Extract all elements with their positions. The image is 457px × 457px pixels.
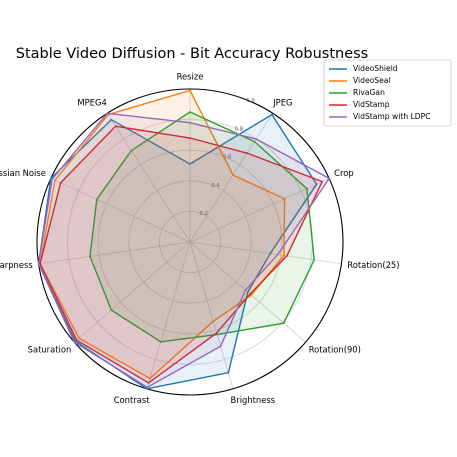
series-point — [106, 112, 109, 115]
series-point — [54, 179, 56, 182]
chart-title: Stable Video Diffusion - Bit Accuracy Ro… — [16, 46, 368, 62]
series-point — [227, 371, 230, 374]
series-point — [189, 89, 191, 92]
grid-circle — [128, 180, 252, 304]
series-point — [212, 320, 215, 323]
series-point — [189, 163, 191, 165]
series-point — [146, 387, 148, 390]
series-point — [39, 262, 41, 265]
series-point — [147, 382, 150, 384]
series-point — [110, 309, 113, 311]
radial-tick-label: 0.2 — [199, 211, 208, 217]
legend-entry: VideoShield — [353, 64, 398, 73]
grid-spoke — [189, 113, 274, 243]
series-point — [159, 340, 162, 343]
category-label: Gaussian Noise — [0, 168, 46, 178]
series-point — [313, 259, 316, 261]
series-point — [306, 187, 308, 190]
series-point — [232, 174, 234, 177]
grid-spoke — [50, 178, 191, 243]
legend-box — [323, 59, 452, 127]
series-point — [149, 377, 151, 380]
grid-spoke — [38, 241, 191, 265]
series-polygon — [37, 112, 331, 389]
legend-entry: VideoSeal — [353, 76, 391, 85]
legend-entry: RivaGan — [353, 88, 385, 97]
series-point — [107, 113, 109, 116]
series-point — [255, 138, 258, 140]
series-point — [75, 339, 78, 342]
series-polygon — [39, 125, 324, 384]
series-point — [282, 322, 285, 325]
series-point — [37, 262, 40, 265]
category-label: Crop — [334, 168, 354, 178]
category-label: Resize — [177, 72, 204, 82]
series-point — [315, 183, 318, 186]
grid-spoke — [189, 178, 330, 243]
category-label: Sharpness — [0, 260, 33, 270]
series-point — [283, 254, 285, 257]
series-point — [110, 118, 113, 121]
series-point — [219, 345, 222, 348]
grid-circle — [97, 149, 283, 335]
legend-entry: VidStamp with LDPC — [353, 112, 431, 121]
series-point — [49, 177, 52, 180]
category-label: Saturation — [28, 345, 72, 355]
series-polygon — [89, 111, 315, 343]
grid-spoke — [189, 241, 342, 265]
series-point — [59, 182, 62, 184]
series-point — [246, 152, 249, 155]
category-label: Rotation(90) — [309, 345, 361, 355]
category-label: Contrast — [114, 395, 151, 405]
grid-spoke — [146, 241, 191, 389]
series-polygon — [39, 89, 286, 380]
grid-spoke — [106, 113, 191, 243]
series-point — [189, 121, 191, 124]
series-point — [283, 197, 286, 200]
series-point — [269, 252, 272, 255]
grid-spoke — [189, 241, 234, 389]
outer-frame — [36, 88, 344, 396]
legend-entry: VidStamp — [353, 100, 390, 109]
series-point — [253, 140, 256, 143]
series-point — [249, 293, 252, 295]
series-point — [78, 337, 80, 340]
series-point — [328, 177, 331, 180]
radial-tick-label: 0.6 — [223, 155, 232, 161]
series-point — [73, 341, 76, 344]
series-point — [189, 137, 191, 139]
series-point — [271, 113, 273, 116]
category-label: MPEG4 — [77, 98, 106, 108]
radial-tick-label: 0.4 — [211, 183, 220, 189]
series-point — [130, 149, 133, 152]
series-point — [321, 180, 324, 183]
series-point — [244, 289, 247, 291]
category-label: Brightness — [231, 395, 276, 405]
series-point — [276, 253, 279, 256]
series-point — [250, 294, 253, 296]
series-point — [95, 198, 98, 201]
series-point — [146, 386, 149, 389]
radial-tick-label: 1.0 — [246, 98, 255, 104]
radial-tick-label: 0.8 — [235, 126, 244, 132]
series-point — [51, 178, 54, 181]
series-point — [215, 332, 218, 334]
grid-spoke — [74, 241, 191, 343]
series-point — [114, 125, 117, 128]
series-point — [286, 255, 288, 257]
grid-circle — [158, 210, 221, 273]
series-point — [216, 333, 219, 336]
category-label: Rotation(25) — [347, 260, 399, 270]
series-point — [189, 111, 191, 113]
series-point — [246, 291, 249, 293]
series-point — [89, 255, 91, 258]
category-label: JPEG — [272, 98, 292, 108]
